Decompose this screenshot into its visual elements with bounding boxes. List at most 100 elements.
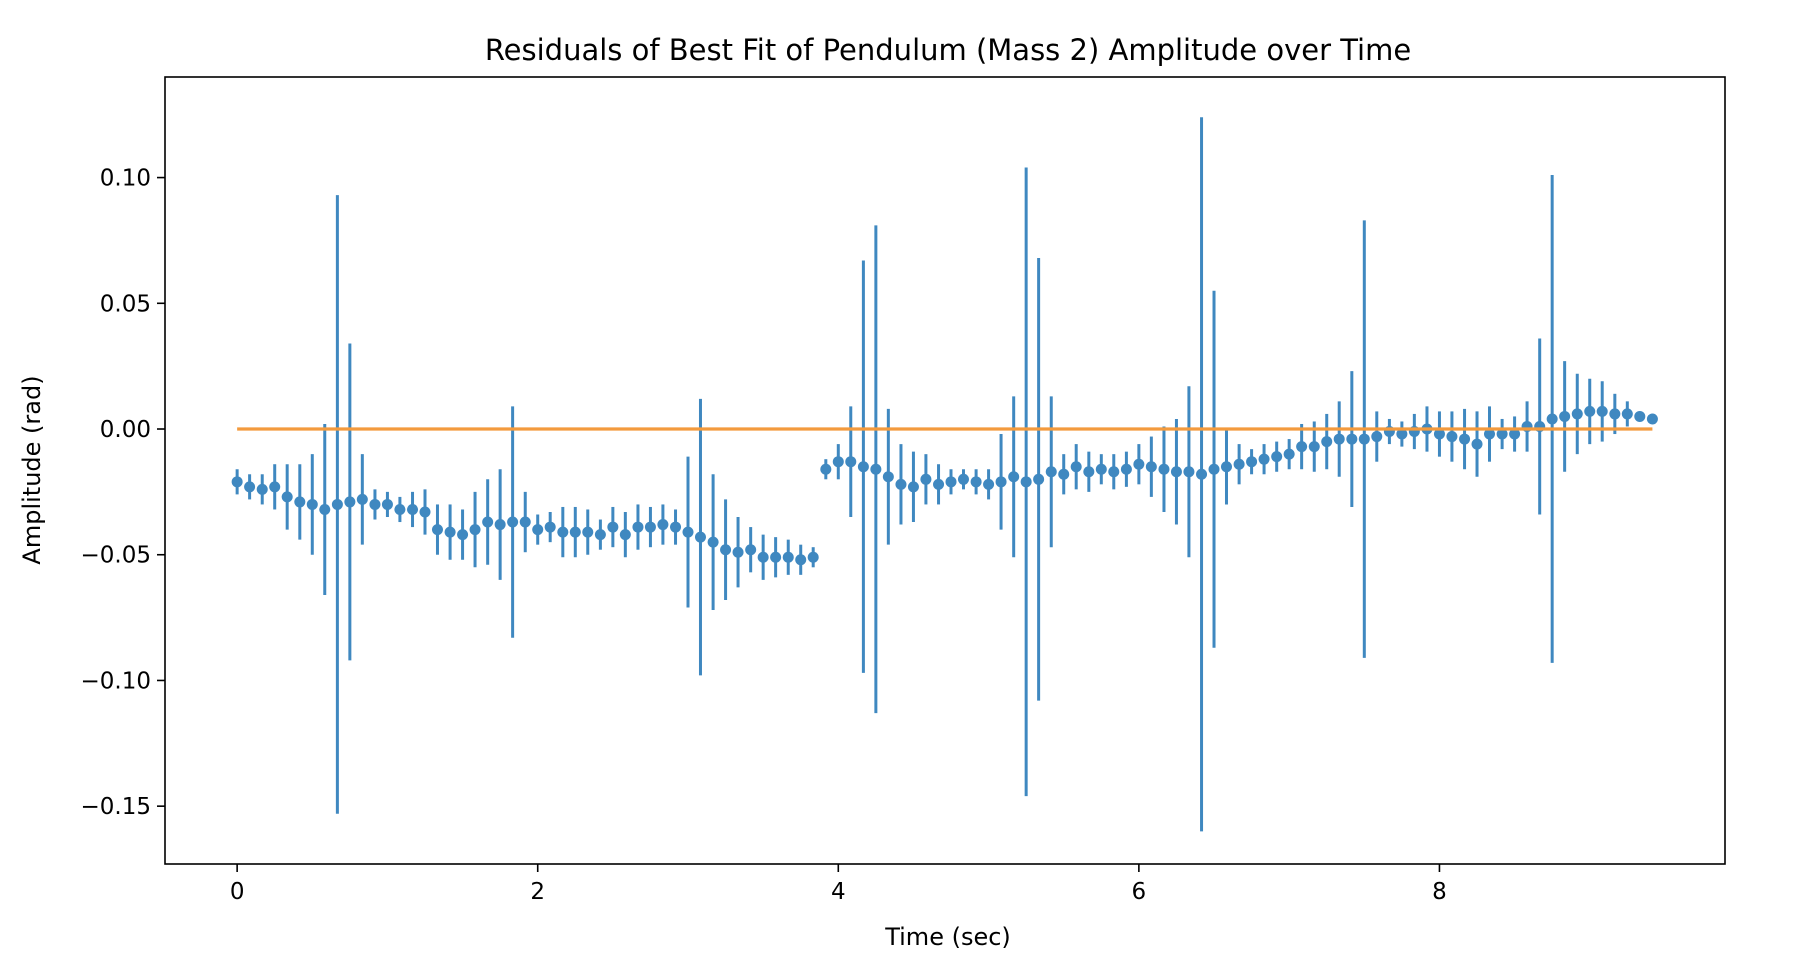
residual-point (532, 524, 544, 536)
residual-point (269, 481, 281, 493)
residual-point (1246, 456, 1258, 468)
residual-point (1283, 448, 1295, 460)
residual-point (1271, 451, 1283, 463)
residual-point (933, 478, 945, 490)
residual-point (494, 519, 506, 531)
residual-point (394, 503, 406, 515)
residual-point (1358, 433, 1370, 445)
y-tick-label: −0.10 (81, 668, 151, 694)
residual-point (444, 526, 456, 538)
x-tick-label: 2 (530, 879, 545, 905)
residual-point (720, 544, 732, 556)
x-tick-label: 0 (230, 879, 245, 905)
residual-point (1346, 433, 1358, 445)
residual-point (644, 521, 656, 533)
residual-point (1609, 408, 1621, 420)
residual-errorbar-series (231, 117, 1658, 832)
plot-series (231, 117, 1658, 832)
residual-point (745, 544, 757, 556)
residual-point (1020, 476, 1032, 488)
residual-point (882, 471, 894, 483)
residual-point (1333, 433, 1345, 445)
residual-point (1120, 463, 1132, 475)
residual-point (1646, 413, 1658, 425)
residual-point (457, 529, 469, 541)
residual-point (281, 491, 293, 503)
residual-point (1033, 473, 1045, 485)
residual-point (795, 554, 807, 566)
residual-point (670, 521, 682, 533)
x-axis-ticks: 0 2 4 6 8 (230, 864, 1447, 905)
residual-point (1584, 405, 1596, 417)
residual-point (294, 496, 306, 508)
residual-point (1220, 461, 1232, 473)
residual-point (1233, 458, 1245, 470)
residual-point (1258, 453, 1270, 465)
residual-point (907, 481, 919, 493)
residual-point (1321, 436, 1333, 448)
residual-point (1559, 410, 1571, 422)
residual-point (1196, 468, 1208, 480)
x-tick-label: 6 (1132, 879, 1147, 905)
residual-point (970, 476, 982, 488)
residual-point (557, 526, 569, 538)
y-tick-label: −0.15 (81, 794, 151, 820)
residual-point (1308, 441, 1320, 453)
residual-point (1045, 466, 1057, 478)
residual-point (544, 521, 556, 533)
plot-frame (164, 76, 1726, 865)
residual-point (857, 461, 869, 473)
residual-point (1108, 466, 1120, 478)
residual-point (594, 529, 606, 541)
y-axis-label: Amplitude (rad) (18, 375, 46, 564)
residual-point (507, 516, 519, 528)
residual-point (945, 476, 957, 488)
residual-point (569, 526, 581, 538)
x-tick-label: 8 (1432, 879, 1447, 905)
y-tick-label: −0.05 (81, 543, 151, 569)
residual-point (369, 498, 381, 510)
residual-point (732, 546, 744, 558)
residual-point (619, 529, 631, 541)
y-tick-label: 0.10 (100, 166, 151, 192)
residual-point (707, 536, 719, 548)
residual-point (1095, 463, 1107, 475)
residual-point (1546, 413, 1558, 425)
residual-point (632, 521, 644, 533)
residual-point (782, 551, 794, 563)
residual-point (807, 551, 819, 563)
residual-point (870, 463, 882, 475)
residual-point (381, 498, 393, 510)
residual-point (1634, 410, 1646, 422)
residual-point (820, 463, 832, 475)
residual-point (1183, 466, 1195, 478)
residual-point (983, 478, 995, 490)
residual-point (1070, 461, 1082, 473)
residual-point (1509, 428, 1521, 440)
residual-point (957, 473, 969, 485)
residual-point (1296, 441, 1308, 453)
y-tick-label: 0.00 (100, 417, 151, 443)
residual-point (1083, 466, 1095, 478)
residual-point (319, 503, 331, 515)
residual-point (682, 526, 694, 538)
residual-point (419, 506, 431, 518)
residual-point (1133, 458, 1145, 470)
y-tick-label: 0.05 (100, 291, 151, 317)
residual-point (657, 519, 669, 531)
residual-point (331, 498, 343, 510)
residual-point (1208, 463, 1220, 475)
residual-point (1145, 461, 1157, 473)
residual-point (995, 476, 1007, 488)
residual-point (1446, 431, 1458, 443)
residual-point (431, 524, 443, 536)
residual-point (1459, 433, 1471, 445)
residual-point (1158, 463, 1170, 475)
residual-point (694, 531, 706, 543)
residual-point (1008, 471, 1020, 483)
chart-title: Residuals of Best Fit of Pendulum (Mass … (485, 33, 1411, 67)
x-tick-label: 4 (831, 879, 846, 905)
residual-point (356, 493, 368, 505)
residual-point (344, 496, 356, 508)
